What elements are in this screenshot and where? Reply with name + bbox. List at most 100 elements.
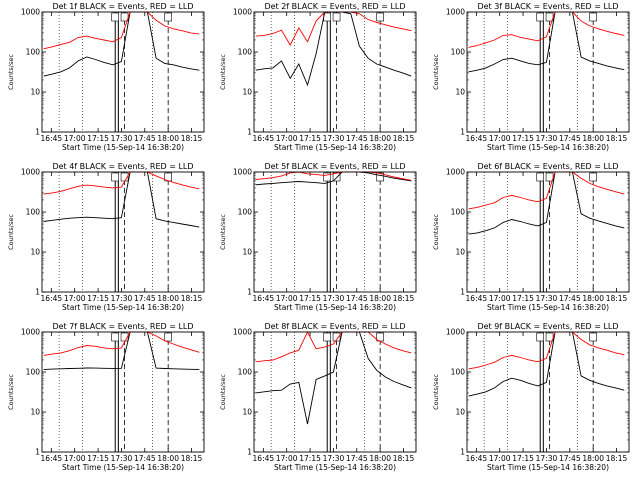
- y-tick-label: 1000: [233, 8, 252, 17]
- y-axis-label: Counts/sec: [432, 54, 440, 90]
- x-tick-label: 18:00: [582, 294, 604, 303]
- panel-det-5f: Det 5f BLACK = Events, RED = LLD Counts/s…: [219, 162, 417, 312]
- x-axis-label: Start Time (15-Sep-14 16:38:20): [62, 303, 184, 312]
- marker-flag-box: [323, 332, 332, 342]
- y-tick-label: 10: [242, 88, 252, 97]
- x-axis-label: Start Time (15-Sep-14 16:38:20): [62, 143, 184, 152]
- x-tick-label: 18:00: [157, 134, 179, 143]
- y-axis-label: Counts/sec: [219, 214, 227, 250]
- x-tick-label: 17:45: [559, 134, 581, 143]
- y-tick-label: 1000: [446, 168, 465, 177]
- x-tick-label: 18:00: [582, 454, 604, 463]
- marker-flag-box: [120, 332, 129, 342]
- x-tick-label: 17:45: [346, 454, 368, 463]
- y-tick-label: 100: [451, 208, 466, 217]
- y-tick-label: 1: [460, 288, 465, 297]
- plot-frame: [466, 171, 630, 293]
- y-tick-label: 1: [247, 448, 252, 457]
- y-tick-label: 100: [451, 48, 466, 57]
- x-tick-label: 17:00: [276, 294, 298, 303]
- x-tick-label: 16:45: [253, 294, 275, 303]
- y-tick-label: 1: [247, 128, 252, 137]
- series-line-events: [468, 331, 625, 397]
- x-tick-label: 18:15: [606, 454, 628, 463]
- x-tick-label: 17:00: [64, 294, 86, 303]
- series-line-lld: [43, 171, 200, 195]
- marker-flag-box: [164, 12, 172, 22]
- plot-frame: [253, 331, 417, 453]
- marker-flag-box: [589, 332, 597, 342]
- panel-title: Det 4f BLACK = Events, RED = LLD: [52, 162, 193, 171]
- x-tick-label: 16:45: [253, 134, 275, 143]
- y-axis-label: Counts/sec: [7, 54, 15, 90]
- plot-frame: [41, 331, 205, 453]
- x-tick-label: 17:00: [489, 454, 511, 463]
- series-line-lld: [468, 171, 625, 210]
- x-tick-label: 17:45: [134, 294, 156, 303]
- marker-flag-box: [332, 332, 341, 342]
- marker-flag-box: [536, 172, 545, 182]
- y-tick-label: 10: [242, 248, 252, 257]
- panel-title: Det 5f BLACK = Events, RED = LLD: [264, 162, 405, 171]
- series-line-events: [43, 331, 200, 371]
- y-tick-label: 100: [238, 368, 253, 377]
- marker-flag-box: [332, 12, 341, 22]
- y-tick-label: 1: [247, 288, 252, 297]
- x-tick-label: 17:15: [87, 134, 109, 143]
- y-tick-label: 100: [26, 208, 41, 217]
- marker-flag-box: [589, 12, 597, 22]
- y-tick-label: 1: [460, 448, 465, 457]
- panel-title: Det 9f BLACK = Events, RED = LLD: [477, 322, 618, 331]
- y-axis-label: Counts/sec: [7, 374, 15, 410]
- x-tick-label: 17:30: [323, 294, 345, 303]
- panel-title: Det 7f BLACK = Events, RED = LLD: [52, 322, 193, 331]
- x-axis-label: Start Time (15-Sep-14 16:38:20): [274, 303, 396, 312]
- marker-flag-box: [376, 12, 384, 22]
- y-tick-label: 1000: [233, 168, 252, 177]
- y-tick-label: 10: [30, 88, 40, 97]
- x-tick-label: 18:15: [181, 454, 203, 463]
- x-tick-label: 17:30: [536, 454, 558, 463]
- x-tick-label: 16:45: [41, 294, 63, 303]
- series-line-lld: [43, 11, 200, 50]
- series-line-events: [43, 11, 200, 77]
- y-axis-label: Counts/sec: [432, 214, 440, 250]
- x-tick-label: 16:45: [466, 134, 488, 143]
- y-tick-label: 1000: [21, 328, 40, 337]
- series-line-lld: [468, 331, 625, 370]
- series-line-events: [255, 11, 412, 87]
- x-tick-label: 18:00: [369, 134, 391, 143]
- x-tick-label: 17:15: [299, 134, 321, 143]
- marker-flag-box: [376, 172, 384, 182]
- x-tick-label: 16:45: [253, 454, 275, 463]
- x-tick-label: 17:00: [64, 454, 86, 463]
- y-tick-label: 100: [26, 368, 41, 377]
- plot-frame: [253, 171, 417, 293]
- x-tick-label: 18:15: [393, 294, 415, 303]
- y-tick-label: 10: [455, 248, 465, 257]
- panel-det-8f: Det 8f BLACK = Events, RED = LLD Counts/s…: [219, 322, 417, 472]
- x-tick-label: 16:45: [41, 134, 63, 143]
- x-tick-label: 17:45: [134, 134, 156, 143]
- x-tick-label: 18:15: [393, 134, 415, 143]
- x-tick-label: 17:15: [512, 294, 534, 303]
- x-tick-label: 17:30: [536, 134, 558, 143]
- plot-frame: [41, 11, 205, 133]
- panel-title: Det 6f BLACK = Events, RED = LLD: [477, 162, 618, 171]
- marker-flag-box: [111, 172, 120, 182]
- panel-title: Det 1f BLACK = Events, RED = LLD: [52, 2, 193, 11]
- x-tick-label: 17:15: [87, 294, 109, 303]
- marker-flag-box: [536, 12, 545, 22]
- x-tick-label: 17:15: [512, 134, 534, 143]
- x-tick-label: 18:00: [369, 294, 391, 303]
- x-tick-label: 17:15: [299, 294, 321, 303]
- x-tick-label: 17:30: [111, 294, 133, 303]
- x-tick-label: 16:45: [41, 454, 63, 463]
- y-tick-label: 1: [35, 288, 40, 297]
- series-line-events: [468, 171, 625, 235]
- x-tick-label: 18:00: [157, 294, 179, 303]
- series-line-events: [468, 11, 625, 73]
- y-tick-label: 1: [35, 448, 40, 457]
- x-tick-label: 17:30: [111, 134, 133, 143]
